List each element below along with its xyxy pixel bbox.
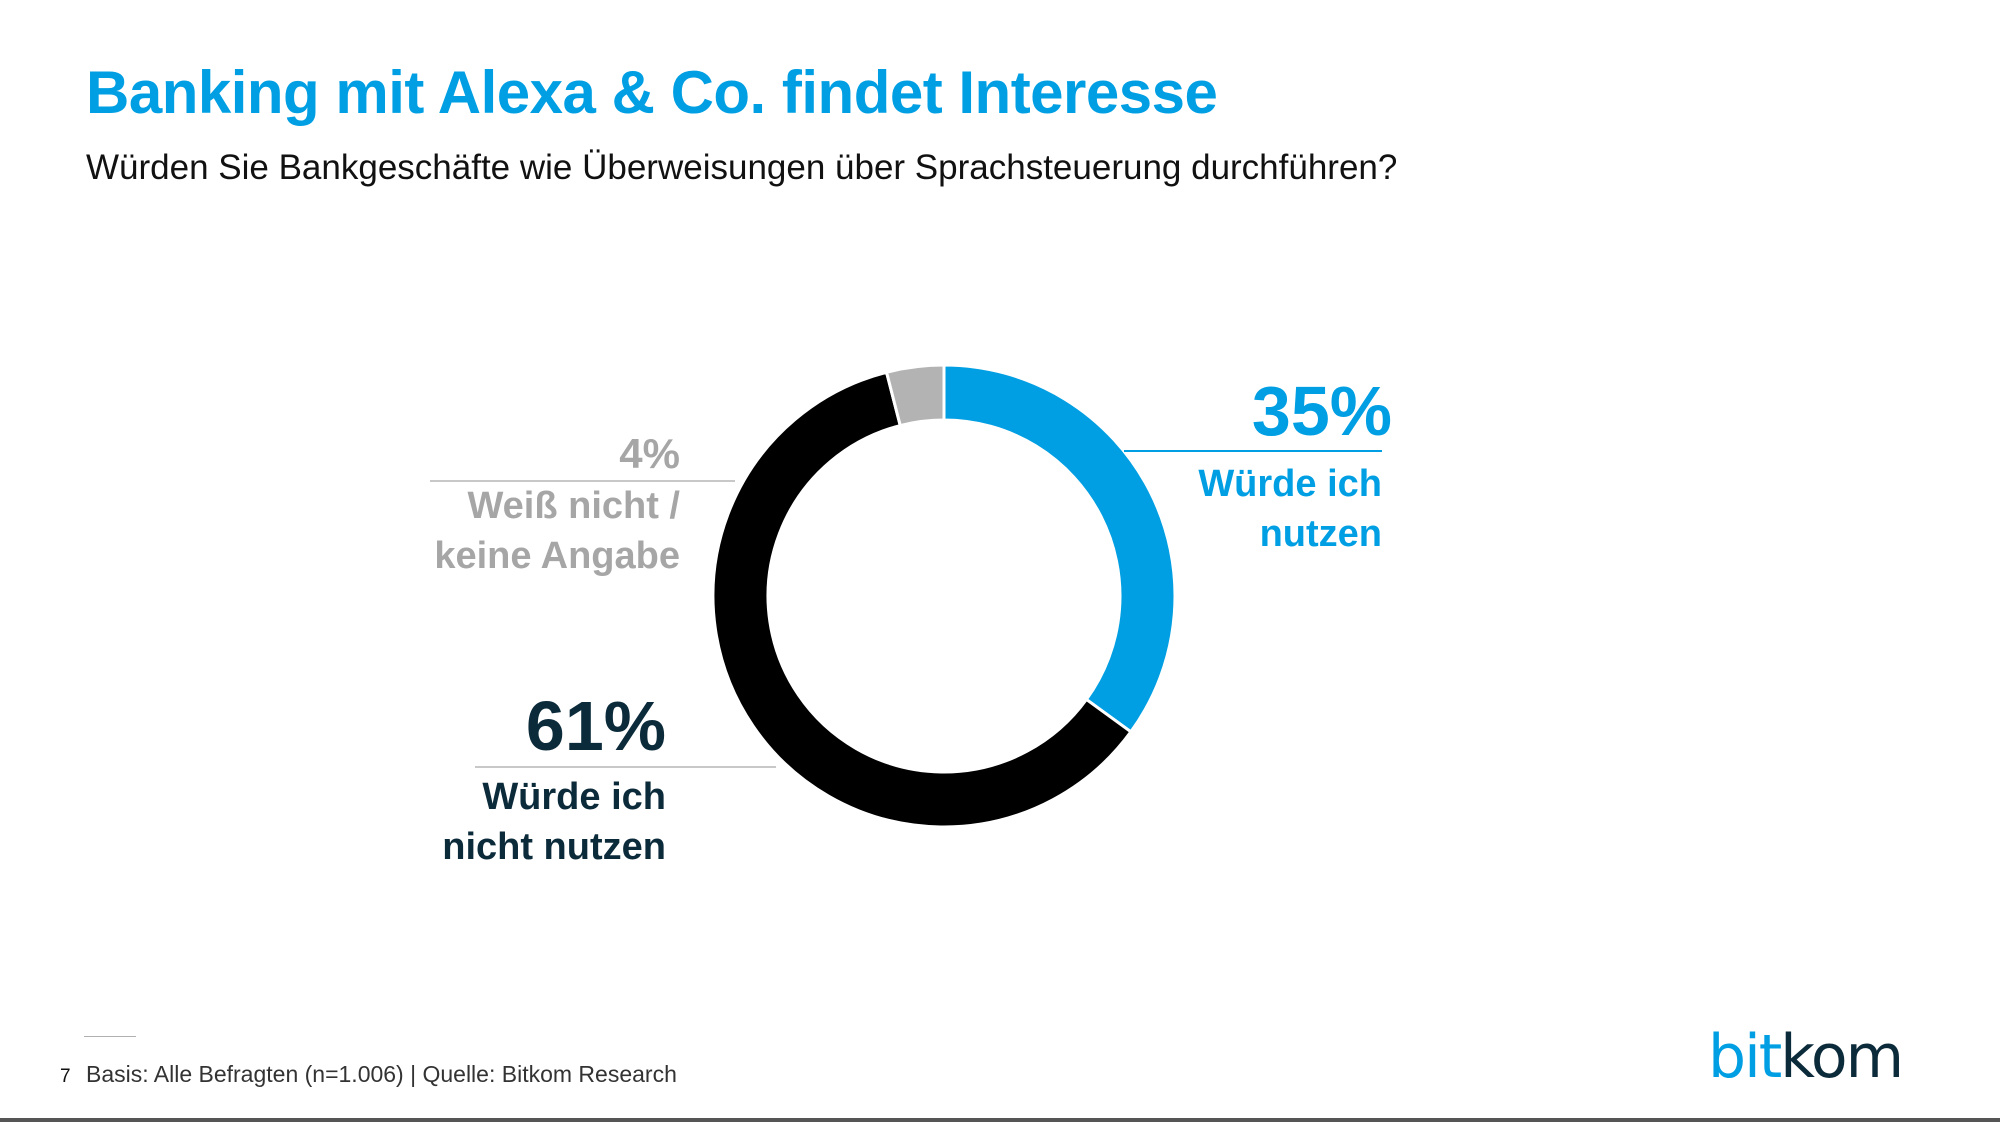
donut-slice	[942, 363, 1177, 734]
slice-category-label: Weiß nicht /	[467, 485, 680, 527]
slice-category-label: Würde ich	[482, 776, 666, 818]
logo-part-bit: bit	[1708, 1022, 1782, 1092]
slice-value-label: 4%	[619, 430, 680, 477]
logo-part-kom: kom	[1780, 1022, 1904, 1092]
footer-rule	[84, 1036, 136, 1037]
page-number: 7	[60, 1066, 71, 1087]
slice-category-label: Würde ich	[1198, 463, 1382, 505]
slice-value-label: 61%	[526, 687, 666, 765]
slice-value-label: 35%	[1252, 372, 1392, 450]
slice-category-label: nutzen	[1260, 513, 1382, 555]
slice-category-label: nicht nutzen	[442, 826, 666, 868]
donut-slice	[711, 370, 1133, 829]
source-note: Basis: Alle Befragten (n=1.006) | Quelle…	[86, 1061, 677, 1087]
bitkom-logo: bitkom	[1708, 1022, 1904, 1092]
bottom-bar	[0, 1118, 2000, 1122]
page-subtitle: Würden Sie Bankgeschäfte wie Überweisung…	[86, 148, 1398, 187]
slice-category-label: keine Angabe	[434, 535, 680, 577]
donut-slice	[884, 363, 946, 428]
page-title: Banking mit Alexa & Co. findet Interesse	[86, 59, 1218, 126]
